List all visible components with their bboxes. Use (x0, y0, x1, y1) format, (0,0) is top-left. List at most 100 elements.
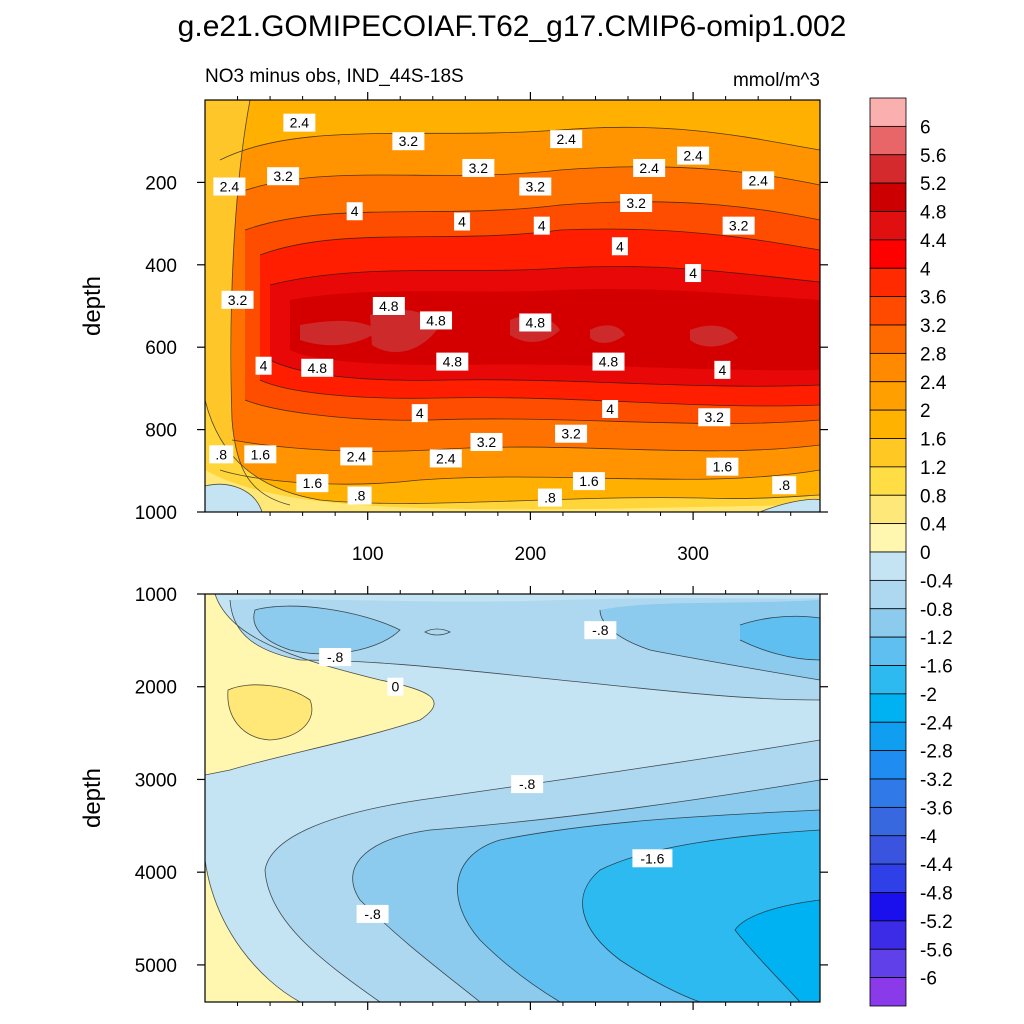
y-tick-label: 1000 (135, 585, 177, 606)
colorbar-swatch (869, 409, 907, 439)
colorbar-tick-label: 4.4 (920, 231, 947, 252)
contour-line-label: 3.2 (722, 216, 755, 235)
contour-line-label: 4 (411, 404, 428, 423)
colorbar-tick-label: -4.8 (920, 884, 953, 905)
contour-line-label: 4 (454, 212, 471, 231)
contour-line-label: .8 (772, 476, 797, 495)
colorbar-swatch (869, 352, 907, 383)
y-tick-label: 5000 (135, 956, 177, 977)
contour-line-label: 4.8 (519, 313, 552, 332)
contour-line-label: 4.8 (372, 297, 405, 315)
contour-line-label-text: 4 (260, 358, 268, 374)
colorbar-swatch (869, 182, 907, 212)
colorbar-tick-label: 5.6 (920, 146, 946, 167)
contour-line-label-text: 3.2 (228, 292, 248, 308)
contour-line-label: 3.2 (620, 194, 653, 212)
colorbar-tick-label: 4.8 (920, 203, 946, 224)
contour-line-label: .8 (209, 445, 234, 464)
contour-line-label-text: -.8 (519, 776, 536, 792)
colorbar-swatch (869, 125, 907, 156)
contour-line-label-text: 3.2 (705, 409, 725, 425)
contour-line-label-text: 2.4 (639, 160, 659, 176)
contour-line-label-text: .8 (354, 488, 366, 504)
lower-panel: 1000 2000 3000 4000 5000 -.8 -.8 0 -.8 -1.6 -.8 (135, 585, 828, 1010)
colorbar-tick-label: -0.8 (920, 600, 953, 621)
contour-line-label: 3.2 (462, 158, 495, 177)
colorbar-swatch (869, 948, 907, 979)
contour-line-label: 4 (602, 400, 619, 418)
figure-title: g.e21.GOMIPECOIAF.T62_g17.CMIP6-omip1.00… (178, 10, 847, 43)
contour-line-label: 4.8 (420, 311, 453, 330)
lower-ylabel: depth (79, 768, 106, 828)
contour-line-label: -.8 (511, 775, 544, 794)
contour-line-label-text: .8 (215, 446, 227, 462)
colorbar-swatch (869, 267, 907, 298)
contour-line-label-text: 2.4 (436, 450, 456, 466)
contour-line-label: 1.6 (706, 457, 739, 476)
contour-line-label-text: .8 (778, 477, 790, 493)
colorbar-swatch (869, 381, 907, 411)
contour-line-label: 4.8 (436, 352, 469, 371)
colorbar-tick-label: 1.2 (920, 458, 946, 479)
contour-line-label: 4 (533, 216, 550, 235)
x-tick-label: 300 (677, 544, 709, 565)
colorbar-tick-label: 3.6 (920, 288, 946, 309)
contour-line-label: 2.4 (677, 146, 710, 165)
colorbar-swatch (869, 494, 907, 525)
contour-line-label-text: 4.8 (379, 298, 399, 314)
contour-line-label: .8 (347, 486, 372, 505)
contour-line-label-text: 3.2 (469, 160, 489, 176)
contour-line-label: -.8 (356, 904, 389, 923)
contour-line-label: 3.2 (555, 424, 588, 443)
contour-line-label: 3.2 (392, 132, 425, 151)
contour-line-label-text: 3.2 (526, 179, 546, 195)
contour-line-label: 4 (346, 202, 363, 221)
colorbar-swatch (869, 239, 907, 269)
y-tick-label: 2000 (135, 678, 177, 699)
contour-line-label-text: 1.6 (303, 475, 323, 491)
contour-line-label: .8 (537, 488, 562, 507)
lower-contour-labels: -.8 -.8 0 -.8 -1.6 -.8 (319, 621, 673, 923)
y-tick-label: 200 (145, 173, 177, 194)
contour-line-label: 1.6 (572, 472, 605, 491)
contour-line-label-text: 2.4 (683, 148, 703, 164)
colorbar-tick-label: -1.6 (920, 657, 953, 678)
colorbar-tick-label: -1.2 (920, 628, 953, 649)
colorbar-swatch (869, 579, 907, 610)
y-tick-label: 4000 (135, 863, 177, 884)
colorbar-tick-label: 3.2 (920, 316, 946, 337)
colorbar-tick-label: -2.4 (920, 713, 953, 734)
colorbar-swatch (869, 750, 907, 780)
colorbar-tick-label: -4 (920, 827, 937, 848)
contour-line-label-text: 4 (689, 265, 697, 281)
colorbar-tick-label: 6 (920, 117, 931, 138)
contour-line-label-text: 2.4 (220, 179, 240, 195)
colorbar-tick-label: 2.8 (920, 344, 946, 365)
colorbar-swatch (869, 97, 907, 127)
contour-line-label-text: 1.6 (251, 446, 271, 462)
contour-line-label: 2.4 (213, 177, 246, 196)
colorbar-swatch (869, 920, 907, 950)
colorbar-tick-label: 0.8 (920, 486, 946, 507)
colorbar-tick-label: -2 (920, 685, 937, 706)
y-tick-label: 3000 (135, 770, 177, 791)
colorbar-tick-label: 1.6 (920, 430, 946, 451)
upper-contour-labels: 2.4 3.2 2.4 2.4 2.4 3.2 3.2 2.4 3.2 2.4 3.2 4 4 4 3.2 4… (209, 113, 797, 507)
upper-ylabel: depth (79, 276, 106, 336)
contour-line-label-text: 4 (538, 218, 546, 234)
contour-line-label-text: 4 (416, 405, 424, 421)
contour-line-label-text: 3.2 (399, 133, 419, 149)
colorbar-swatch (869, 693, 907, 723)
colorbar-tick-label: 0.4 (920, 515, 947, 536)
contour-line-label: 2.4 (283, 113, 316, 132)
colorbar-tick-label: -5.2 (920, 912, 953, 933)
colorbar-tick-label: 4 (920, 259, 931, 280)
contour-line-label: 0 (387, 677, 404, 696)
colorbar-tick-label: -3.6 (920, 798, 953, 819)
contour-line-label: 2.4 (429, 449, 462, 468)
contour-line-label: 4.8 (301, 358, 334, 377)
lower-contour-fill (205, 594, 820, 1002)
colorbar-swatch (869, 608, 907, 638)
contour-line-label: 4 (714, 360, 731, 379)
